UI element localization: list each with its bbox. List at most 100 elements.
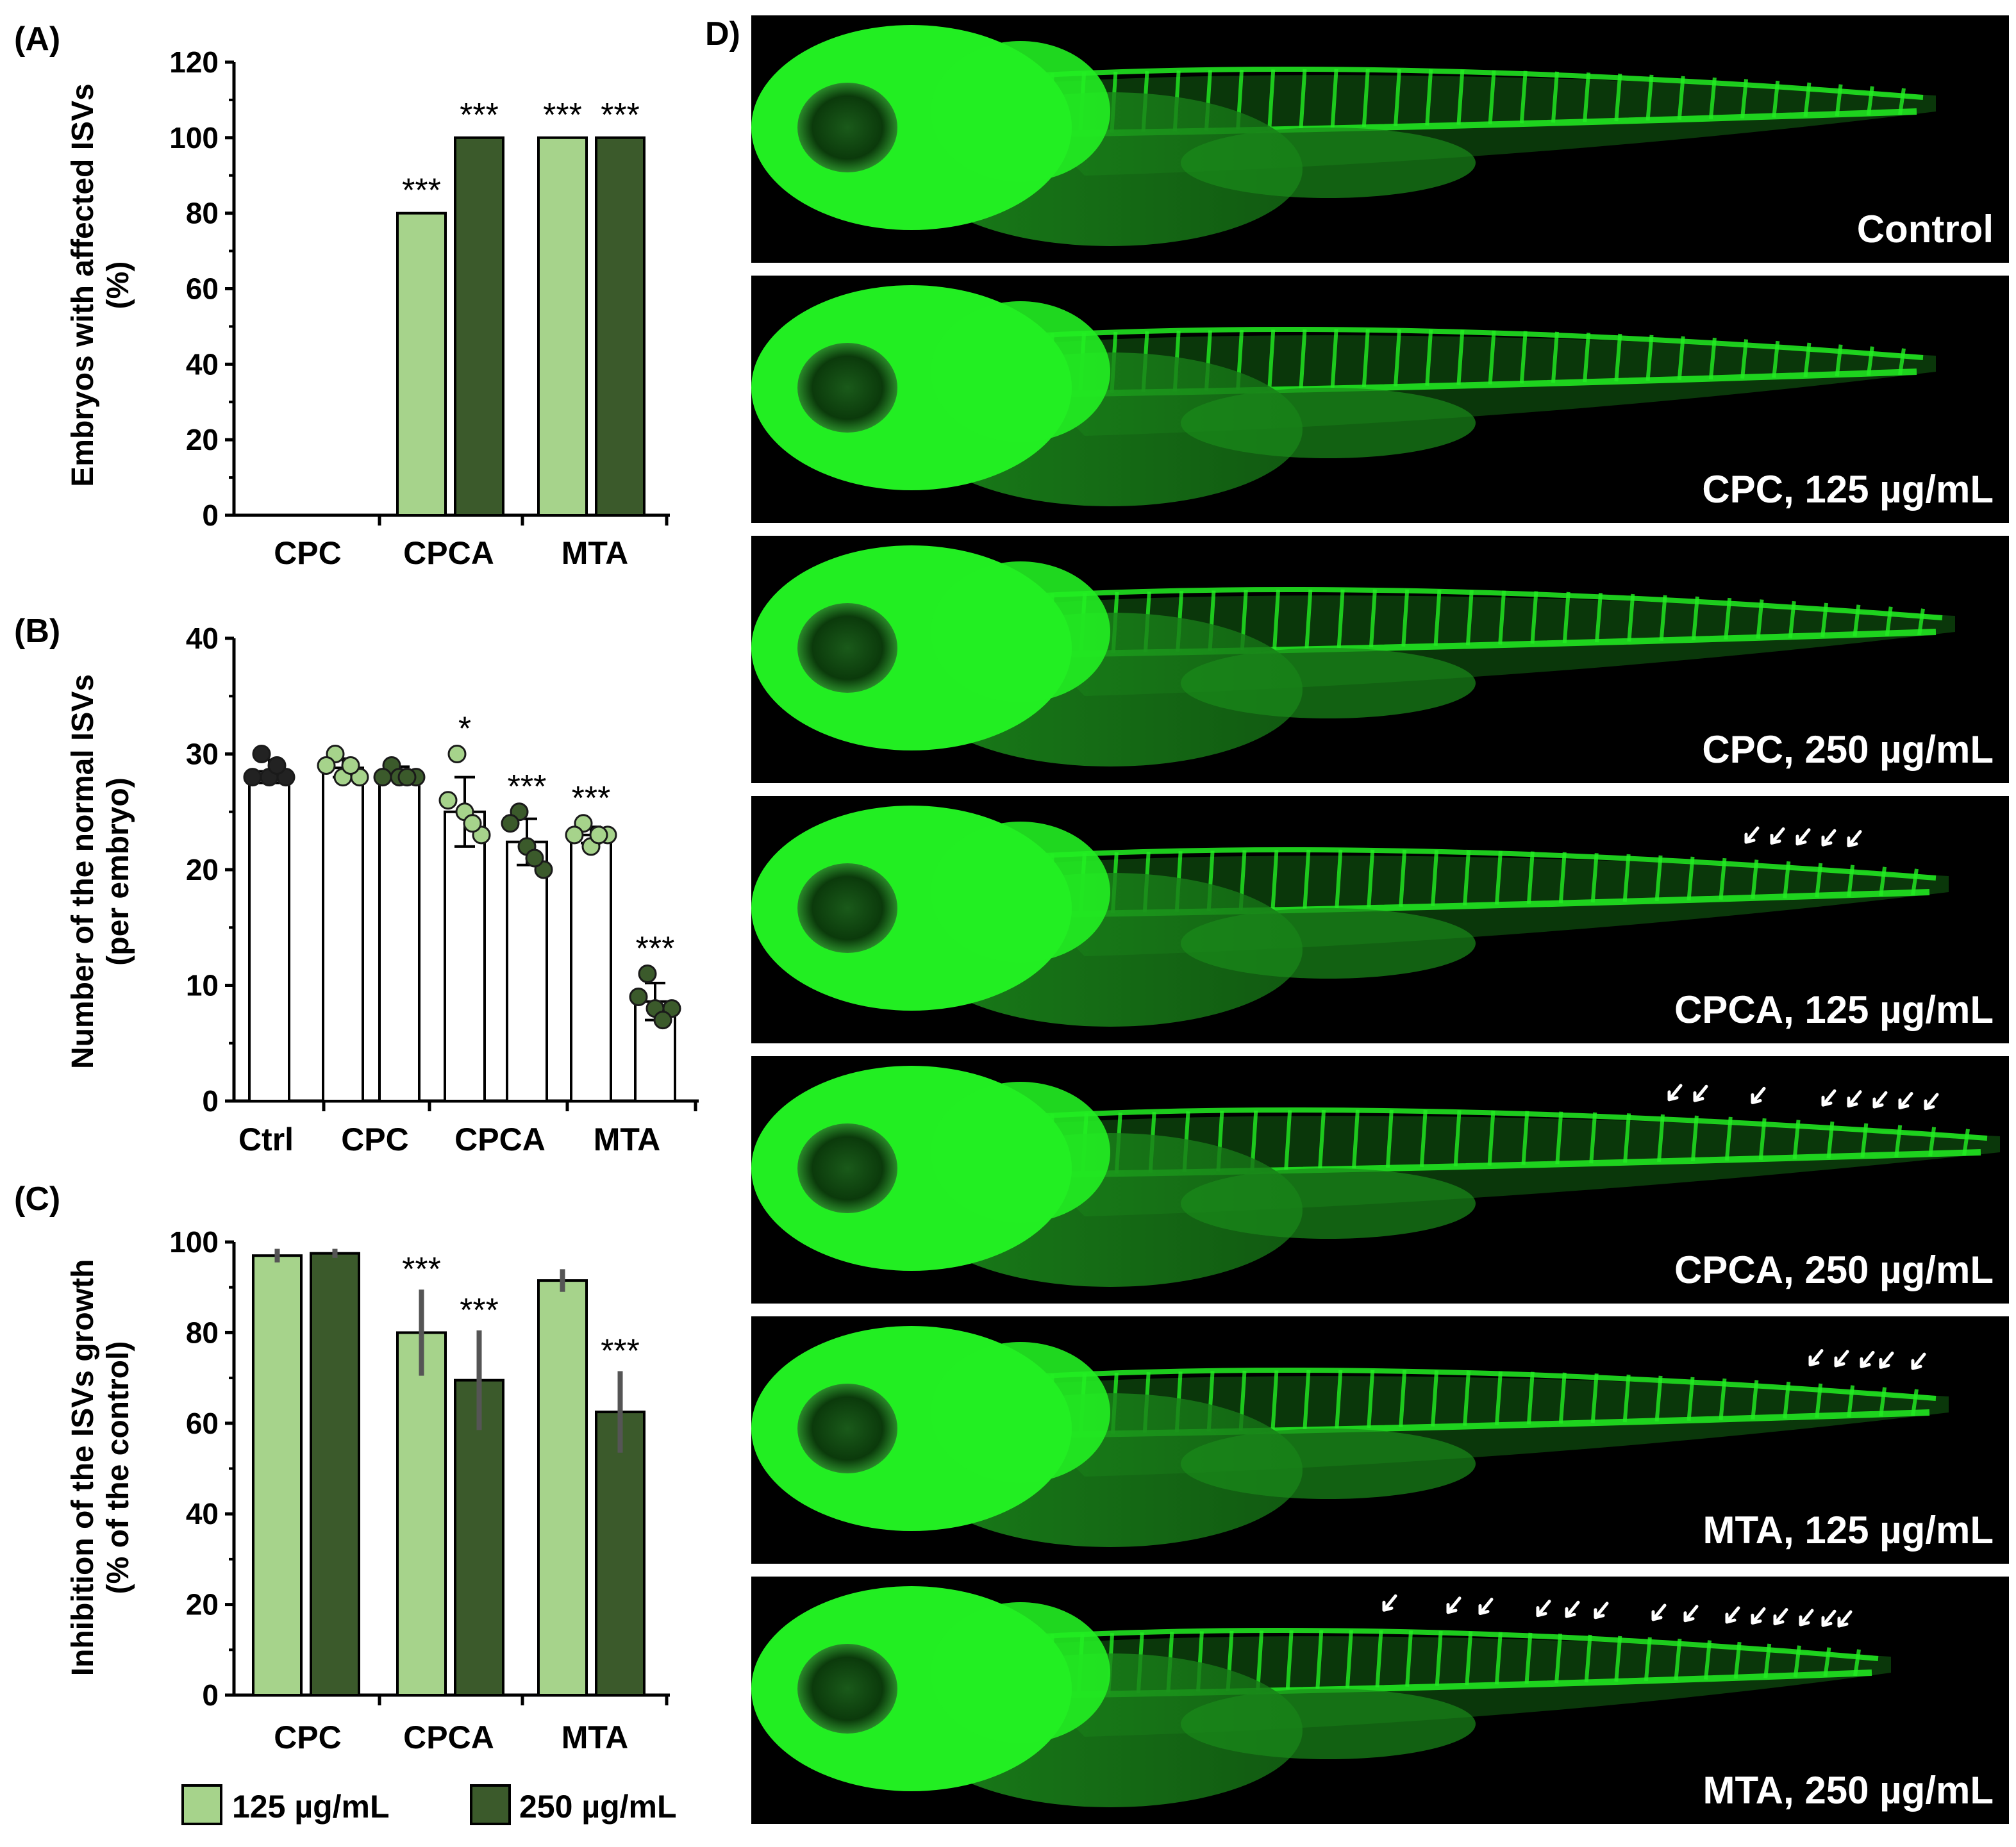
- arrow-icon: [1744, 826, 1760, 844]
- isv: [1788, 600, 1796, 638]
- arrow-icon: [1834, 1350, 1849, 1368]
- isv: [1456, 69, 1465, 125]
- isv: [1494, 1371, 1503, 1425]
- isv: [1488, 330, 1496, 385]
- significance-label: ***: [508, 768, 547, 806]
- arrow-icon: [1667, 1084, 1683, 1102]
- image-caption: CPCA, 125 µg/mL: [1674, 988, 1994, 1031]
- isv: [1425, 329, 1433, 386]
- data-point: [397, 768, 417, 787]
- yolk-extension: [1181, 908, 1476, 979]
- fish-hindbrain: [931, 1082, 1110, 1223]
- isv: [1453, 1110, 1462, 1166]
- isv: [1555, 1111, 1563, 1164]
- isv: [1792, 1120, 1801, 1159]
- isv: [1583, 72, 1591, 122]
- isv: [1866, 86, 1874, 116]
- isv: [1419, 1109, 1428, 1167]
- isv: [1719, 1378, 1727, 1420]
- isv: [1894, 1125, 1903, 1157]
- fish-eye: [797, 343, 897, 433]
- bar: [506, 840, 548, 1103]
- y-tick-label: 0: [202, 499, 219, 532]
- data-point: [373, 768, 392, 787]
- isv: [1488, 70, 1496, 124]
- panel-c: (C) Inhibition of the ISVs growth (% of …: [14, 1180, 670, 1755]
- y-tick-label: 40: [186, 347, 219, 381]
- fish-eye: [797, 83, 897, 172]
- isv: [1879, 1387, 1887, 1417]
- panel-c-label: (C): [14, 1180, 60, 1218]
- legend: 125 µg/mL 250 µg/mL: [181, 1784, 677, 1825]
- yolk-extension: [1181, 648, 1476, 718]
- fish-eye: [797, 1644, 897, 1734]
- bar: [378, 771, 421, 1102]
- isv: [1521, 1111, 1529, 1165]
- y-tick-label: 0: [202, 1084, 219, 1118]
- arrow-icon: [1879, 1351, 1894, 1369]
- image-caption: CPC, 250 µg/mL: [1702, 728, 1994, 771]
- isv: [1627, 593, 1635, 642]
- y-tick-label: 40: [186, 622, 219, 655]
- isv: [1590, 853, 1599, 903]
- isv: [1917, 608, 1925, 636]
- panel-d: D) Control CPC, 125 µg/mL CPC, 250 µg/mL CP…: [705, 15, 2009, 1824]
- significance-label: ***: [402, 172, 441, 210]
- y-tick-label: 60: [186, 1407, 219, 1440]
- bar: [595, 1411, 646, 1696]
- arrow-icon: [1725, 1606, 1740, 1624]
- isv: [1299, 329, 1307, 389]
- isv: [1645, 335, 1654, 381]
- isv: [1853, 604, 1861, 637]
- isv: [1614, 73, 1622, 122]
- isv: [1751, 859, 1759, 899]
- isv: [1530, 591, 1538, 644]
- panel-b-ylabel-line1: Number of the normal ISVs: [66, 674, 100, 1069]
- isv: [1815, 1383, 1823, 1418]
- yolk-extension: [1181, 1689, 1476, 1759]
- isv: [1335, 1370, 1343, 1429]
- isv: [1758, 1118, 1767, 1160]
- arrow-icon: [1898, 1091, 1913, 1109]
- x-category-label: MTA: [594, 1122, 661, 1157]
- y-tick-label: 80: [186, 1316, 219, 1349]
- isv: [1394, 69, 1402, 126]
- isv: [1622, 854, 1631, 902]
- bar: [454, 1379, 504, 1696]
- fish-image: Control: [751, 15, 2009, 263]
- fish-image: CPC, 250 µg/mL: [751, 536, 2009, 783]
- panel-a-label: (A): [14, 21, 60, 58]
- significance-label: ***: [601, 97, 640, 134]
- x-category-label: CPC: [341, 1122, 409, 1157]
- isv: [1519, 331, 1528, 384]
- data-point: [463, 814, 482, 833]
- data-point: [252, 745, 271, 763]
- data-point: [565, 825, 584, 845]
- image-caption: CPCA, 250 µg/mL: [1674, 1248, 1994, 1291]
- isv: [1330, 329, 1338, 388]
- isv: [1267, 329, 1276, 390]
- arrow-icon: [1821, 1089, 1837, 1107]
- isv: [1551, 331, 1559, 383]
- arrow-icon: [1751, 1607, 1766, 1625]
- fish-image: CPCA, 125 µg/mL: [751, 796, 2009, 1043]
- isv: [1614, 1636, 1622, 1682]
- panel-d-images: Control CPC, 125 µg/mL CPC, 250 µg/mL CPCA,…: [751, 15, 2009, 1824]
- x-category-label: CPCA: [403, 1719, 494, 1755]
- panel-a: (A) Embryos with affected ISVs (%) 0 20 40…: [14, 21, 670, 571]
- isv: [1793, 1645, 1801, 1678]
- x-category-label: CPC: [274, 535, 342, 571]
- bar: [454, 136, 504, 517]
- isv: [1299, 69, 1307, 129]
- arrow-icon: [1594, 1602, 1609, 1619]
- significance-label: ***: [402, 1251, 441, 1288]
- significance-label: ***: [543, 97, 582, 134]
- isv: [1911, 868, 1919, 896]
- dorsal-vessel: [1020, 1628, 1879, 1661]
- isv: [1691, 596, 1699, 641]
- data-point: [629, 988, 648, 1007]
- isv: [1719, 857, 1727, 900]
- significance-label: *: [458, 711, 471, 748]
- isv: [1558, 852, 1567, 904]
